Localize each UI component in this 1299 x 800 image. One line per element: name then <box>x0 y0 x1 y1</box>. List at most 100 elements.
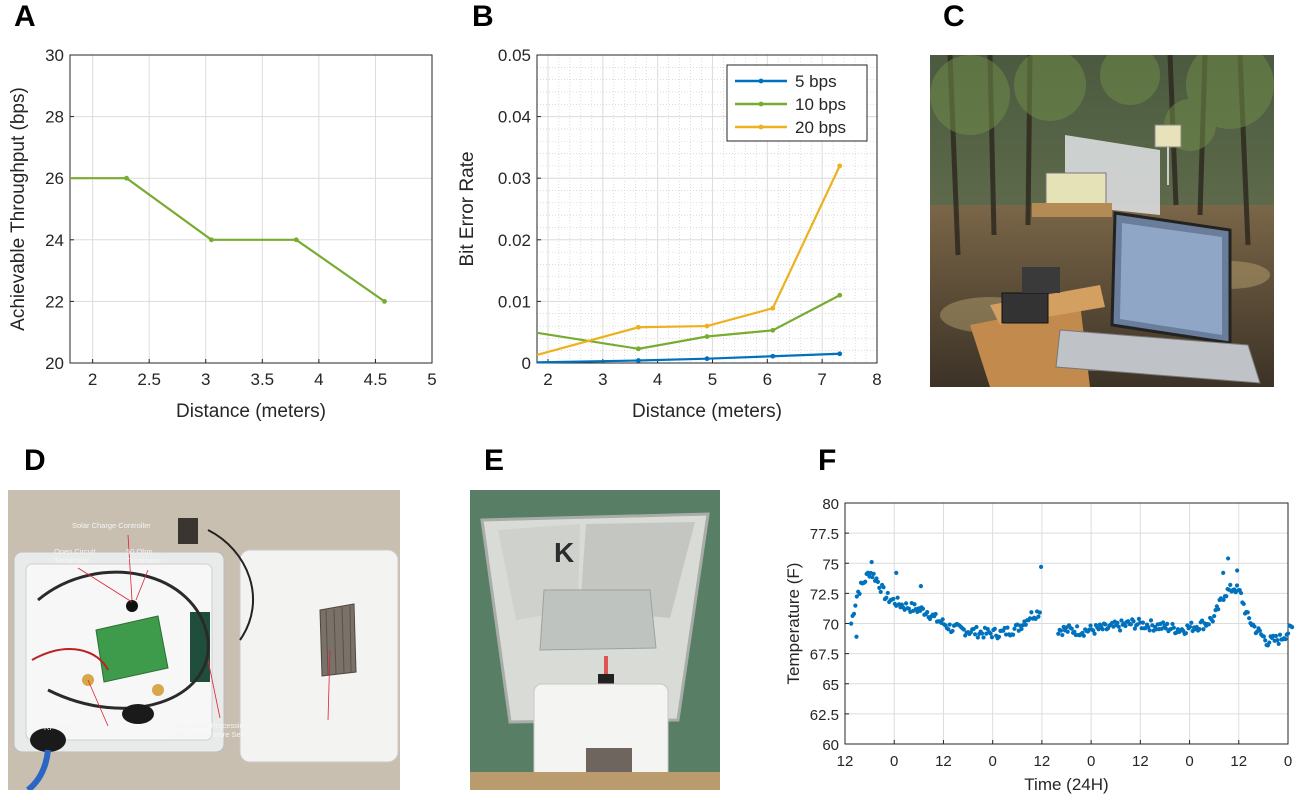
field-setup-photo <box>930 55 1274 387</box>
scatter-point <box>1037 610 1042 615</box>
scatter-point <box>920 606 926 611</box>
scatter-point <box>903 601 909 606</box>
plot-area-B: 2 3 4 5 6 7 8 0 0.01 0.02 0.03 0.04 0.05 Distance (me… <box>457 46 882 422</box>
x-tick-label: 2 <box>88 370 97 389</box>
scatter-point <box>1273 633 1279 639</box>
scatter-point <box>1267 640 1272 645</box>
scatter-point <box>1123 623 1128 629</box>
scatter-point <box>1005 625 1010 630</box>
scatter-point <box>1029 610 1034 615</box>
scatter-point <box>1235 568 1240 573</box>
x-tick-label: 12 <box>935 753 952 770</box>
scatter-point <box>996 634 1002 639</box>
data-point <box>209 237 214 243</box>
scatter-point <box>1277 632 1283 637</box>
data-point <box>837 163 843 169</box>
scatter-point <box>1199 618 1205 623</box>
data-point <box>636 324 641 330</box>
axes-frame <box>69 54 433 364</box>
x-tick-label: 0 <box>988 753 996 770</box>
scatter-point <box>869 559 874 565</box>
scatter-point <box>1170 621 1175 627</box>
x-tick-label: 12 <box>1034 753 1051 770</box>
data-point <box>124 175 129 181</box>
x-tick-label: 0 <box>1284 753 1292 770</box>
y-tick-label: 62.5 <box>810 707 839 724</box>
scatter-point <box>1252 624 1257 629</box>
scatter-point <box>1275 638 1280 643</box>
x-tick-label: 3.5 <box>250 370 274 389</box>
x-tick-label: 5 <box>427 370 436 389</box>
scatter-point <box>857 591 862 596</box>
scatter-point <box>1238 590 1244 596</box>
scatter-point <box>906 606 911 611</box>
y-axis-label: Temperature (F) <box>784 563 803 685</box>
x-tick-label: 5 <box>708 370 717 389</box>
scatter-point <box>1012 626 1017 631</box>
y-tick-label: 65 <box>822 677 839 694</box>
axes-frame <box>536 54 878 364</box>
scatter-point <box>1103 622 1108 627</box>
scatter-point <box>947 622 952 627</box>
horn-print-mark: K <box>554 537 574 568</box>
y-tick-label: 20 <box>45 354 64 373</box>
scatter-point <box>1010 632 1016 637</box>
y-tick-label: 80 <box>822 496 839 513</box>
legend-label: 5 bps <box>795 72 837 91</box>
x-tick-label: 12 <box>1132 753 1149 770</box>
callout-rf-switch: RF Switch <box>44 723 78 732</box>
scatter-point <box>891 596 896 602</box>
scatter-point <box>1036 614 1041 619</box>
scatter-point <box>1221 597 1226 602</box>
x-tick-label: 2.5 <box>137 370 161 389</box>
scatter-point <box>1241 601 1246 606</box>
plot-area-F: 12 0 12 0 12 0 12 0 12 0 60 62.5 65 67.5 70 72.5 75 77.5 8… <box>784 496 1295 794</box>
enclosure-internals-photo: Solar Charge Controller Open Circuit Term… <box>8 490 400 790</box>
scatter-point <box>1119 618 1124 623</box>
y-tick-label: 30 <box>45 46 64 65</box>
plot-background <box>70 55 432 363</box>
scatter-point <box>851 611 857 616</box>
y-tick-label: 26 <box>45 169 64 188</box>
scatter-point <box>1088 623 1093 628</box>
scatter-point <box>1069 626 1074 631</box>
panel-letter-f: F <box>818 444 837 477</box>
scatter-point <box>1115 620 1120 625</box>
legend-label: 10 bps <box>795 95 846 114</box>
scatter-point <box>989 635 995 640</box>
scatter-point <box>863 579 868 584</box>
scatter-point <box>1019 626 1024 632</box>
scatter-point <box>940 617 945 622</box>
x-tick-label: 4.5 <box>364 370 388 389</box>
data-point <box>770 305 776 311</box>
callout-processing-unit: Low-power Processing Unit with Temperatur… <box>171 721 264 739</box>
legend: 5 bps 10 bps 20 bps <box>726 64 868 142</box>
scatter-point <box>849 621 854 626</box>
x-tick-label: 0 <box>890 753 898 770</box>
scatter-point <box>854 594 859 599</box>
scatter-point <box>884 595 889 600</box>
scatter-point <box>1224 594 1229 599</box>
panel-letter-d: D <box>24 444 46 477</box>
y-tick-label: 60 <box>822 737 839 754</box>
panel-letter-a: A <box>14 0 36 33</box>
y-tick-label: 0.05 <box>498 46 531 65</box>
scatter-point <box>1033 616 1038 621</box>
scatter-point <box>1206 622 1211 627</box>
scatter-point <box>853 603 858 608</box>
scatter-point <box>1263 638 1268 643</box>
x-tick-label: 2 <box>543 370 552 389</box>
scatter-point <box>1148 618 1154 623</box>
y-tick-label: 72.5 <box>810 586 839 603</box>
scatter-point <box>1100 627 1105 632</box>
panel-letter-c: C <box>943 0 965 33</box>
scatter-point <box>1261 634 1266 639</box>
y-tick-label: 0.02 <box>498 231 531 250</box>
data-point <box>704 334 710 339</box>
x-axis-label: Time (24H) <box>1024 775 1108 794</box>
scatter-point <box>1132 626 1137 631</box>
scatter-point <box>1290 624 1295 630</box>
